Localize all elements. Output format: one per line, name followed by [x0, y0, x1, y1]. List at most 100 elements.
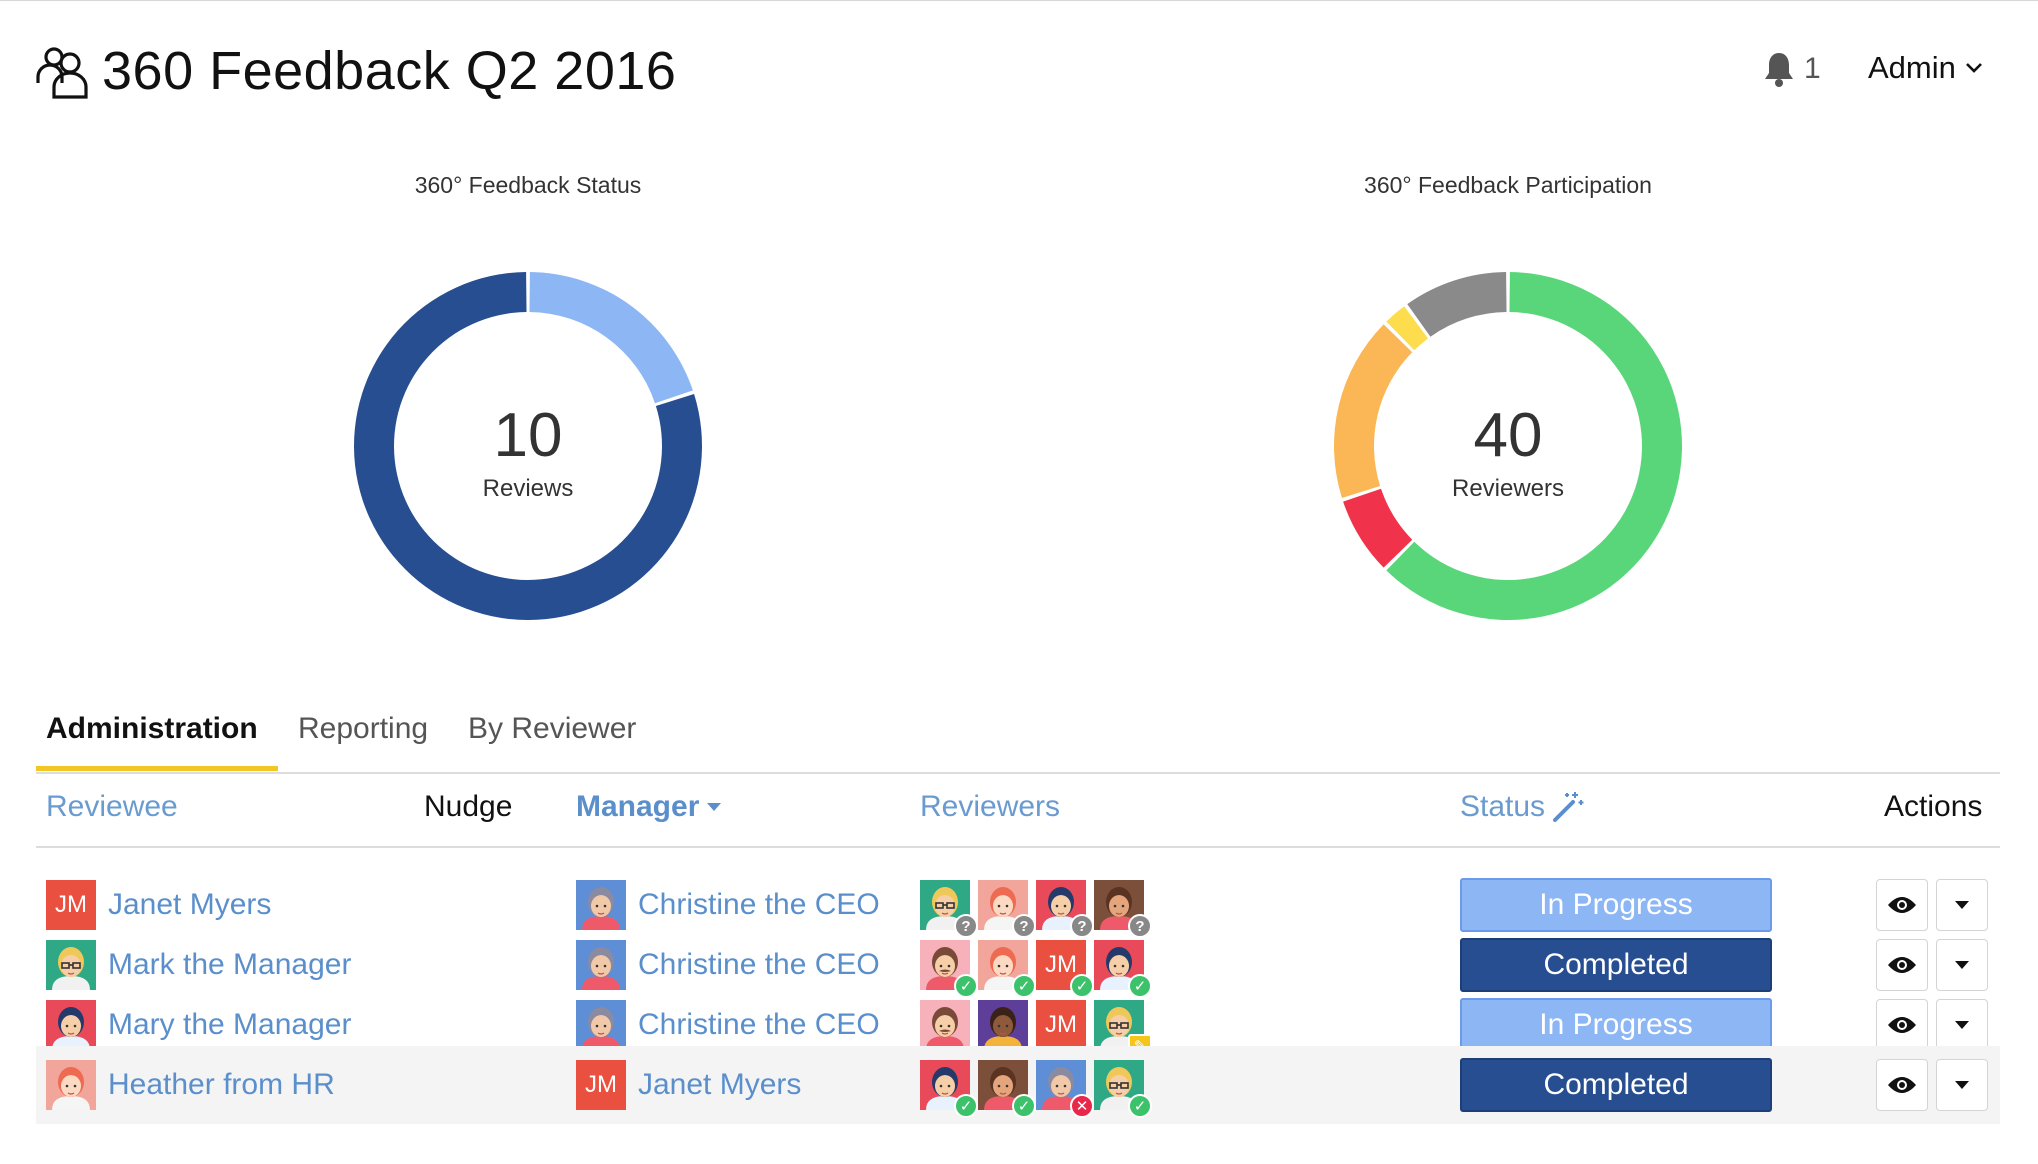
reviewee-link[interactable]: Mary the Manager — [108, 1008, 352, 1041]
donut-slice-participation-declined — [1343, 488, 1413, 568]
reviewer-avatar[interactable]: JM ✓ — [1036, 940, 1094, 998]
mustache-man-avatar — [920, 940, 970, 990]
manager-cell: Christine the CEO — [576, 866, 880, 944]
status-donut-chart — [354, 272, 702, 620]
reviewers-cell: ✓ ✓ ✕ ✓ — [920, 1046, 1152, 1124]
reviewer-initials-avatar: JM — [1036, 940, 1086, 990]
caret-down-icon — [1955, 901, 1969, 909]
question-badge-icon: ? — [954, 914, 978, 938]
reviewer-initials-avatar: JM — [1036, 1000, 1086, 1050]
tab-bar: Administration Reporting By Reviewer — [36, 700, 2000, 774]
check-badge-icon: ✓ — [1128, 1094, 1152, 1118]
view-button[interactable] — [1876, 999, 1928, 1051]
bell-icon[interactable] — [1762, 50, 1796, 88]
reviewer-avatar[interactable]: ✓ — [920, 940, 978, 998]
column-header-actions: Actions — [1884, 790, 1983, 823]
tab-reporting[interactable]: Reporting — [298, 712, 429, 745]
reviewer-avatar[interactable]: ? — [978, 880, 1036, 938]
donut-slice-participation-not-started — [1407, 272, 1507, 337]
status-cell: Completed — [1460, 1046, 1772, 1124]
reviewer-avatar[interactable] — [920, 1000, 970, 1050]
mustache-man-avatar — [920, 1000, 970, 1050]
status-button[interactable]: Completed — [1460, 1058, 1772, 1112]
eye-icon — [1888, 957, 1916, 973]
reviewer-avatar[interactable] — [978, 1000, 1028, 1050]
reviewer-avatar[interactable]: ✓ — [1094, 1060, 1152, 1118]
reviewee-cell: JM Janet Myers — [46, 866, 271, 944]
magic-wand-icon[interactable] — [1551, 790, 1585, 824]
reviewer-avatar[interactable]: ✕ — [1036, 1060, 1094, 1118]
status-cell: In Progress — [1460, 866, 1772, 944]
tab-administration[interactable]: Administration — [46, 712, 258, 745]
row-menu-dropdown-button[interactable] — [1936, 999, 1988, 1051]
dark-woman-avatar — [978, 1000, 1028, 1050]
reviewer-avatar[interactable]: ✓ — [920, 1060, 978, 1118]
donut-slice-participation-in-progress — [1334, 324, 1413, 498]
manager-cell: JM Janet Myers — [576, 1046, 801, 1124]
check-badge-icon: ✓ — [1012, 974, 1036, 998]
notifications[interactable]: 1 — [1762, 50, 1821, 88]
view-button[interactable] — [1876, 1059, 1928, 1111]
page-title: 360 Feedback Q2 2016 — [102, 41, 677, 101]
redhead-woman-avatar — [978, 940, 1028, 990]
table-row: Mary the Manager Christine the CEO JM✎ In … — [36, 986, 2000, 1064]
reviewee-link[interactable]: Janet Myers — [108, 888, 272, 921]
column-header-reviewee[interactable]: Reviewee — [46, 790, 178, 823]
view-button[interactable] — [1876, 939, 1928, 991]
status-button[interactable]: In Progress — [1460, 878, 1772, 932]
status-button[interactable]: Completed — [1460, 938, 1772, 992]
donut-slice-participation-completed — [1386, 272, 1682, 620]
user-menu[interactable]: Admin — [1868, 50, 1984, 86]
reviewer-avatar[interactable]: ✓ — [1094, 940, 1152, 998]
column-header-manager[interactable]: Manager — [576, 790, 723, 824]
manager-link[interactable]: Christine the CEO — [638, 948, 880, 981]
reviewee-avatar — [46, 1060, 96, 1110]
reviewer-avatar[interactable]: ✓ — [978, 940, 1036, 998]
reviewee-cell: Mary the Manager — [46, 986, 351, 1064]
column-header-status[interactable]: Status — [1460, 790, 1585, 824]
manager-link[interactable]: Christine the CEO — [638, 1008, 880, 1041]
reviewee-cell: Heather from HR — [46, 1046, 335, 1124]
column-header-reviewers[interactable]: Reviewers — [920, 790, 1061, 823]
check-badge-icon: ✓ — [954, 974, 978, 998]
row-menu-dropdown-button[interactable] — [1936, 1059, 1988, 1111]
tab-by-reviewer[interactable]: By Reviewer — [468, 712, 637, 745]
header-divider — [36, 846, 2000, 848]
manager-link[interactable]: Janet Myers — [638, 1068, 802, 1101]
caret-down-icon — [1955, 1081, 1969, 1089]
manager-link[interactable]: Christine the CEO — [638, 888, 880, 921]
reviewer-avatar[interactable]: ✓ — [978, 1060, 1036, 1118]
question-badge-icon: ? — [1128, 914, 1152, 938]
reviewer-avatar[interactable]: ? — [920, 880, 978, 938]
table-row: Mark the Manager Christine the CEO ✓ ✓ JM ✓ ✓ … — [36, 926, 2000, 1004]
participation-total-label: Reviewers — [1451, 475, 1565, 502]
reviewer-avatar[interactable]: ? — [1036, 880, 1094, 938]
reviewer-avatar[interactable]: JM — [1036, 1000, 1086, 1050]
reviewee-avatar — [46, 940, 96, 990]
row-menu-dropdown-button[interactable] — [1936, 879, 1988, 931]
participation-chart-center: 40 Reviewers — [1378, 405, 1638, 503]
question-badge-icon: ? — [1070, 914, 1094, 938]
caret-down-icon — [1955, 961, 1969, 969]
table-row: JM Janet Myers Christine the CEO???? In Pr… — [36, 866, 2000, 944]
status-button[interactable]: In Progress — [1460, 998, 1772, 1052]
reviewee-link[interactable]: Heather from HR — [108, 1068, 335, 1101]
view-button[interactable] — [1876, 879, 1928, 931]
reviewee-cell: Mark the Manager — [46, 926, 351, 1004]
reviewer-avatar[interactable]: ? — [1094, 880, 1152, 938]
woman-navy-hair-avatar — [1036, 880, 1086, 930]
manager-cell: Christine the CEO — [576, 926, 880, 1004]
row-menu-dropdown-button[interactable] — [1936, 939, 1988, 991]
actions-cell — [1876, 926, 1988, 1004]
reviewer-avatar[interactable]: ✎ — [1094, 1000, 1152, 1058]
reviewers-cell: JM✎ — [920, 986, 1152, 1064]
actions-cell — [1876, 986, 1988, 1064]
reviewee-initials-avatar: JM — [46, 880, 96, 930]
status-total-label: Reviews — [482, 475, 574, 502]
top-border — [0, 0, 2038, 1]
actions-cell — [1876, 1046, 1988, 1124]
reviewee-link[interactable]: Mark the Manager — [108, 948, 352, 981]
status-chart-center: 10 Reviews — [398, 405, 658, 503]
page-header: 360 Feedback Q2 2016 — [34, 40, 676, 102]
people-group-icon — [36, 47, 88, 99]
